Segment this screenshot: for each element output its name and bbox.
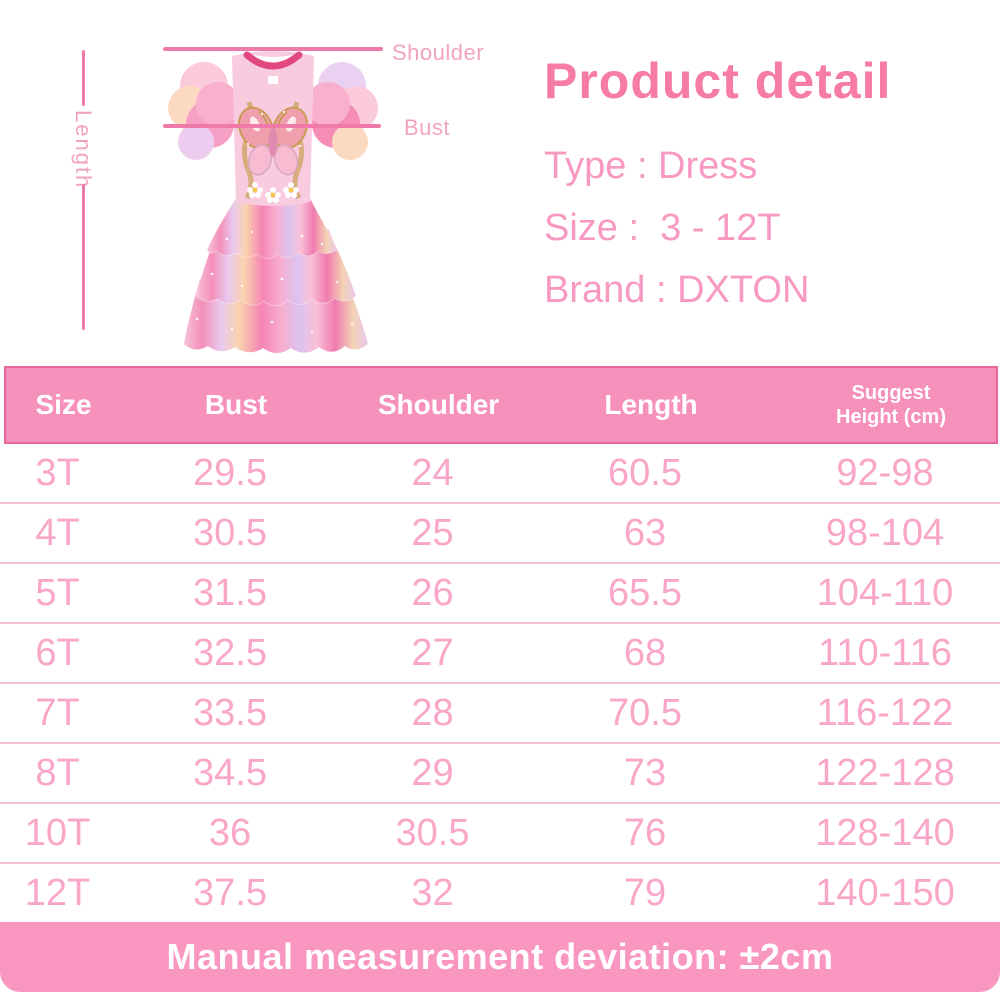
table-cell: 3T <box>35 451 80 494</box>
table-cell: 12T <box>24 871 91 914</box>
table-cell: 76 <box>623 811 667 854</box>
table-cell: 6T <box>35 631 80 674</box>
table-cell: 63 <box>623 511 667 554</box>
bust-label: Bust <box>404 115 451 140</box>
table-cell: 79 <box>623 871 667 914</box>
table-row: 8T 34.5 29 73 122-128 <box>0 744 1000 804</box>
column-header-suggest-height: Suggest Height (cm) <box>836 382 946 428</box>
table-cell: 34.5 <box>193 751 267 794</box>
table-cell: 116-122 <box>816 691 954 734</box>
size-table-header: Size Bust Shoulder Length Suggest Height… <box>4 366 998 444</box>
table-cell: 128-140 <box>815 811 955 854</box>
table-cell: 8T <box>35 751 80 794</box>
dress-image <box>168 51 378 353</box>
table-cell: 29 <box>411 751 454 794</box>
table-cell: 28 <box>411 691 454 734</box>
table-row: 12T 37.5 32 79 140-150 <box>0 864 1000 922</box>
length-measure-line-bottom <box>82 184 85 330</box>
table-cell: 7T <box>35 691 80 734</box>
table-row: 3T 29.5 24 60.5 92-98 <box>0 444 1000 504</box>
shoulder-measure-line <box>163 47 383 51</box>
measurement-note-banner: Manual measurement deviation: ±2cm <box>0 922 1000 992</box>
column-header-size: Size <box>35 389 92 420</box>
table-cell: 60.5 <box>608 451 682 494</box>
table-cell: 122-128 <box>815 751 955 794</box>
table-cell: 33.5 <box>193 691 267 734</box>
column-header-shoulder: Shoulder <box>377 389 500 420</box>
table-cell: 27 <box>411 631 454 674</box>
page-title: Product detail <box>544 53 892 109</box>
length-label: Length <box>71 110 96 190</box>
table-cell: 10T <box>24 811 91 854</box>
bust-measure-line <box>163 124 381 128</box>
table-cell: 110-116 <box>818 631 952 674</box>
measurement-note: Manual measurement deviation: ±2cm <box>166 936 834 977</box>
table-cell: 104-110 <box>816 571 954 614</box>
table-cell: 37.5 <box>193 871 267 914</box>
shoulder-label: Shoulder <box>392 40 485 65</box>
table-cell: 24 <box>411 451 454 494</box>
table-cell: 25 <box>411 511 454 554</box>
table-cell: 68 <box>623 631 667 674</box>
table-row: 5T 31.5 26 65.5 104-110 <box>0 564 1000 624</box>
length-measure-line-top <box>82 50 85 106</box>
product-brand: Brand : DXTON <box>544 269 810 311</box>
table-cell: 36 <box>208 811 252 854</box>
table-cell: 65.5 <box>608 571 682 614</box>
table-row: 4T 30.5 25 63 98-104 <box>0 504 1000 564</box>
table-row: 6T 32.5 27 68 110-116 <box>0 624 1000 684</box>
column-header-length: Length <box>604 389 698 420</box>
table-row: 7T 33.5 28 70.5 116-122 <box>0 684 1000 744</box>
table-cell: 140-150 <box>815 871 955 914</box>
table-cell: 30.5 <box>395 811 470 854</box>
table-cell: 31.5 <box>193 571 267 614</box>
table-row: 10T 36 30.5 76 128-140 <box>0 804 1000 864</box>
product-detail-panel: Product detail Type : Dress Size : 3 - 1… <box>544 0 1000 364</box>
table-cell: 5T <box>35 571 80 614</box>
column-header-bust: Bust <box>204 389 268 420</box>
table-cell: 92-98 <box>836 451 934 494</box>
table-cell: 98-104 <box>825 511 945 554</box>
table-cell: 70.5 <box>608 691 682 734</box>
product-type: Type : Dress <box>544 145 758 187</box>
table-cell: 30.5 <box>193 511 267 554</box>
table-cell: 73 <box>623 751 667 794</box>
size-table-body: 3T 29.5 24 60.5 92-98 4T 30.5 25 63 98-104 5T 31.5 2… <box>0 444 1000 922</box>
table-cell: 32.5 <box>193 631 267 674</box>
table-cell: 4T <box>35 511 80 554</box>
measurement-figure: Shoulder Bust Length <box>0 0 540 364</box>
table-cell: 32 <box>411 871 454 914</box>
table-cell: 29.5 <box>193 451 267 494</box>
product-size-range: Size : 3 - 12T <box>544 207 781 249</box>
table-cell: 26 <box>411 571 454 614</box>
